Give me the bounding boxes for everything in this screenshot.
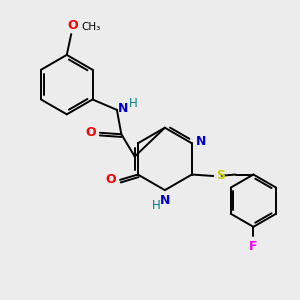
Text: N: N (118, 102, 128, 115)
Text: O: O (106, 173, 116, 186)
Text: O: O (68, 19, 78, 32)
Text: S: S (216, 169, 225, 182)
Text: H: H (129, 97, 138, 110)
Text: N: N (160, 194, 171, 207)
Text: O: O (86, 126, 96, 139)
Text: CH₃: CH₃ (82, 22, 101, 32)
Text: H: H (152, 199, 161, 212)
Text: N: N (196, 135, 206, 148)
Text: F: F (249, 240, 258, 253)
